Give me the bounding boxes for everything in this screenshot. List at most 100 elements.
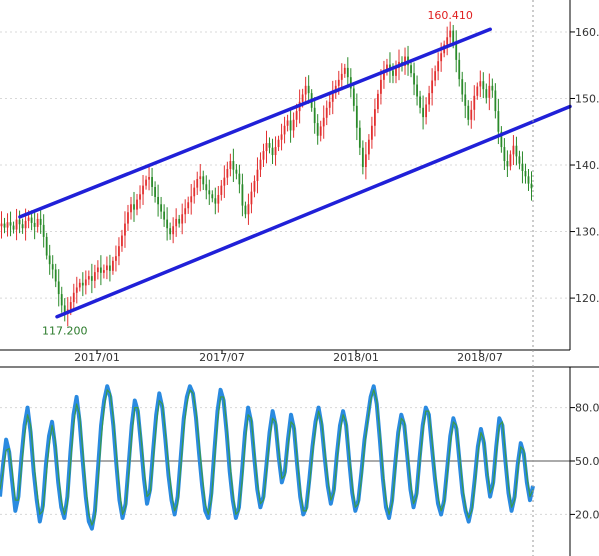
candle-body (115, 256, 117, 261)
candle-body (81, 282, 84, 286)
price-tick-label: 140.00 (575, 159, 599, 172)
channel-line-upper (18, 27, 492, 219)
candle-body (380, 79, 382, 94)
candle-body (244, 205, 247, 215)
candle-body (518, 156, 521, 164)
candle-body (446, 37, 449, 45)
candle-body (479, 81, 482, 87)
candle-body (112, 260, 114, 271)
candle-body (151, 176, 153, 187)
candle-body (178, 218, 181, 224)
candle-body (467, 105, 470, 120)
x-tick-label-2017-01: 2017/01 (74, 351, 120, 364)
candle-body (18, 219, 21, 225)
candle-body (172, 226, 175, 235)
candle-body (205, 184, 208, 191)
candle-body (42, 224, 45, 237)
candle-body (328, 101, 331, 108)
candle-body (434, 71, 437, 81)
candle-body (488, 85, 491, 98)
candle-body (145, 179, 147, 186)
candle-body (226, 169, 229, 178)
price-tick-label: 130.00 (575, 226, 599, 239)
candle-body (503, 147, 506, 162)
candle-body (410, 65, 412, 74)
candle-body (512, 145, 515, 155)
candle-body (437, 61, 440, 72)
candle-body (268, 143, 271, 148)
candle-body (187, 202, 190, 209)
candle-body (193, 187, 196, 197)
candle-body (274, 147, 277, 156)
oscillator-line-green (0, 389, 534, 526)
candle-body (217, 194, 220, 204)
candle-body (346, 67, 349, 78)
candle-body (425, 104, 427, 118)
candle-body (238, 173, 241, 185)
candle-body (521, 163, 524, 172)
candle-body (265, 143, 268, 152)
candle-body (45, 236, 48, 256)
candle-body (78, 282, 81, 288)
candle-body (295, 111, 298, 120)
candle-body (106, 265, 108, 271)
date-axis-ticks (96, 350, 481, 354)
candle-body (440, 53, 443, 62)
candle-body (118, 246, 120, 257)
candle-body (33, 222, 36, 227)
candle-body (530, 183, 533, 189)
candle-body (235, 169, 238, 174)
candle-body (476, 86, 479, 96)
candle-body (386, 64, 388, 70)
candle-body (307, 85, 310, 94)
candle-body (449, 30, 452, 38)
candle-body (352, 88, 355, 106)
candle-body (9, 222, 12, 226)
oscillator-panel: 20.00 50.00 80.00 (0, 367, 599, 556)
candle-body (102, 270, 105, 273)
candle-body (21, 224, 24, 229)
candlesticks (0, 21, 533, 327)
candle-body (6, 222, 9, 228)
candle-body (292, 119, 295, 131)
candle-body (419, 96, 421, 108)
candle-body (12, 225, 15, 230)
price-tick-label: 150.00 (575, 92, 599, 105)
candle-body (175, 218, 178, 227)
candle-body (220, 185, 223, 195)
candle-body (30, 217, 33, 223)
candle-body (232, 161, 235, 170)
candle-body (395, 67, 397, 76)
candle-body (142, 185, 144, 195)
candle-body (404, 56, 406, 66)
candle-body (190, 196, 193, 203)
candle-body (211, 194, 214, 199)
candle-body (262, 151, 265, 160)
candle-body (0, 223, 3, 227)
candle-body (392, 70, 394, 76)
candle-body (283, 125, 286, 135)
candle-body (364, 154, 367, 168)
candle-body (60, 294, 63, 306)
x-tick-label-2018-01: 2018/01 (333, 351, 379, 364)
candle-body (184, 208, 187, 215)
candle-body (181, 214, 184, 224)
oscillator-tick-label: 50.00 (575, 455, 599, 468)
candle-body (139, 194, 141, 200)
candle-body (163, 211, 166, 220)
candle-body (271, 147, 274, 156)
candle-body (87, 276, 90, 280)
candle-body (241, 184, 244, 206)
candle-body (473, 95, 476, 110)
candle-body (99, 267, 102, 273)
price-gridlines (0, 31, 570, 299)
candle-body (57, 281, 60, 295)
candle-body (202, 176, 205, 185)
candle-body (322, 117, 325, 127)
candle-body (36, 218, 39, 227)
candle-body (343, 67, 346, 74)
candle-body (96, 267, 99, 273)
candle-body (361, 147, 364, 168)
candle-body (24, 220, 27, 229)
price-tick-label: 160.00 (575, 26, 599, 39)
